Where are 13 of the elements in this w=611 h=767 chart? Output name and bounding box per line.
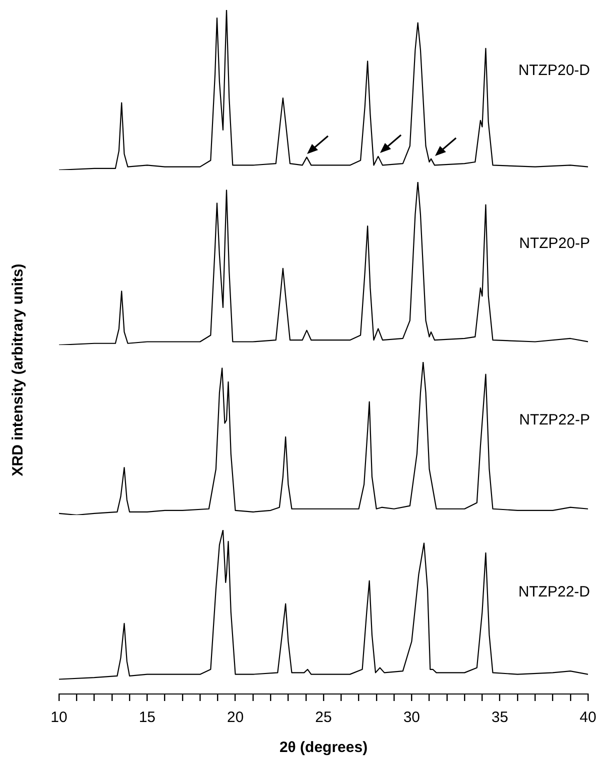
text: NTZP22-D: [518, 583, 590, 600]
text: NTZP20-D: [518, 62, 590, 79]
x-tick-label: 10: [50, 709, 68, 726]
x-tick-label: 30: [403, 709, 420, 726]
x-axis-title: 2θ (degrees): [279, 739, 368, 756]
x-tick-label: 25: [315, 709, 332, 726]
text: NTZP20-P: [519, 235, 590, 252]
x-tick-label: 40: [580, 709, 596, 726]
x-tick-label: 20: [226, 709, 244, 726]
y-axis-title: XRD intensity (arbitrary units): [10, 264, 26, 476]
x-tick-label: 15: [138, 709, 156, 726]
text: NTZP22-P: [519, 411, 590, 428]
x-tick-label: 35: [491, 709, 508, 726]
